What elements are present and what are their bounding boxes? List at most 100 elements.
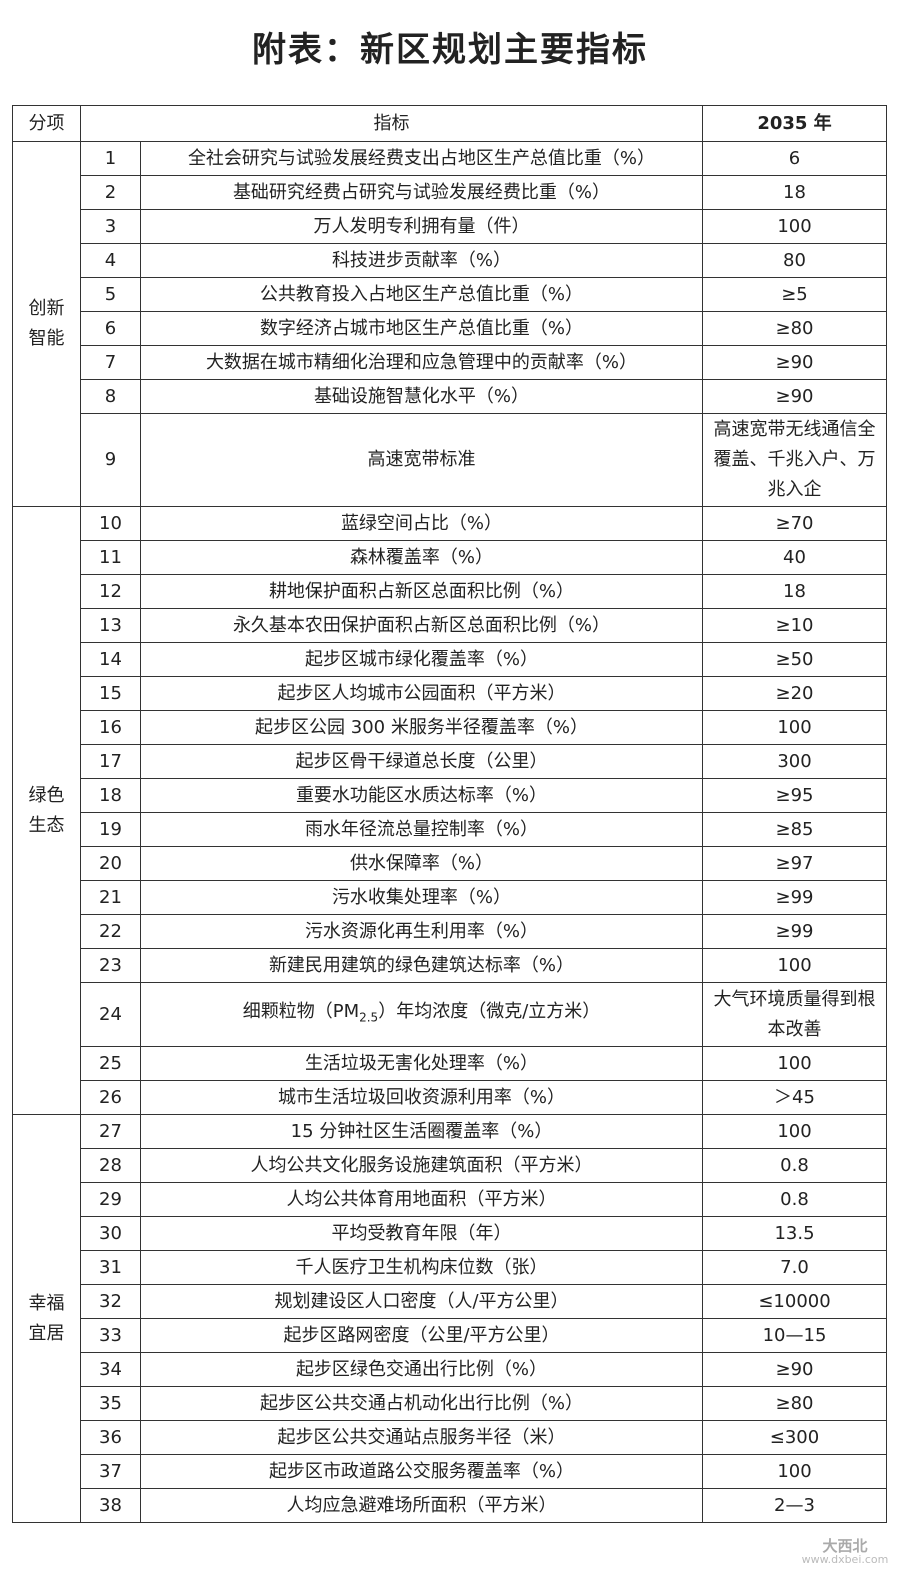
indicator-name: 人均公共文化服务设施建筑面积（平方米） [140, 1148, 703, 1183]
table-row: 32 规划建设区人口密度（人/平方公里） ≤10000 [13, 1284, 887, 1319]
indicator-name: 基础设施智慧化水平（%） [140, 379, 703, 414]
indicator-name: 城市生活垃圾回收资源利用率（%） [140, 1080, 703, 1115]
table-row: 25 生活垃圾无害化处理率（%） 100 [13, 1046, 887, 1081]
table-row: 37 起步区市政道路公交服务覆盖率（%） 100 [13, 1454, 887, 1489]
indicator-name: 供水保障率（%） [140, 846, 703, 881]
watermark-logo: 大西北 www.dxbei.com [800, 1537, 890, 1570]
indicator-name: 污水收集处理率（%） [140, 880, 703, 915]
indicator-name: 数字经济占城市地区生产总值比重（%） [140, 311, 703, 346]
row-number: 12 [80, 574, 141, 609]
table-row: 12 耕地保护面积占新区总面积比例（%） 18 [13, 574, 887, 609]
indicator-name: 全社会研究与试验发展经费支出占地区生产总值比重（%） [140, 141, 703, 176]
target-value: 18 [702, 175, 887, 210]
target-value: 大气环境质量得到根本改善 [702, 982, 887, 1047]
target-value: 100 [702, 209, 887, 244]
row-number: 14 [80, 642, 141, 677]
row-number: 33 [80, 1318, 141, 1353]
table-row: 19 雨水年径流总量控制率（%） ≥85 [13, 812, 887, 847]
target-value: 13.5 [702, 1216, 887, 1251]
indicator-name: 生活垃圾无害化处理率（%） [140, 1046, 703, 1081]
subscript: 2.5 [359, 1010, 379, 1025]
row-number: 32 [80, 1284, 141, 1319]
row-number: 34 [80, 1352, 141, 1387]
table-row: 18 重要水功能区水质达标率（%） ≥95 [13, 778, 887, 813]
table-row: 2 基础研究经费占研究与试验发展经费比重（%） 18 [13, 175, 887, 210]
table-row: 15 起步区人均城市公园面积（平方米） ≥20 [13, 676, 887, 711]
row-number: 37 [80, 1454, 141, 1489]
row-number: 27 [80, 1114, 141, 1149]
indicator-name: 高速宽带标准 [140, 413, 703, 507]
indicator-name: 大数据在城市精细化治理和应急管理中的贡献率（%） [140, 345, 703, 380]
target-value: ≥10 [702, 608, 887, 643]
indicator-name: 人均应急避难场所面积（平方米） [140, 1488, 703, 1523]
indicator-name: 重要水功能区水质达标率（%） [140, 778, 703, 813]
category-cell: 绿色 生态 [12, 506, 81, 1115]
target-value: ＞45 [702, 1080, 887, 1115]
target-value: ≥90 [702, 379, 887, 414]
row-number: 15 [80, 676, 141, 711]
table-row: 9 高速宽带标准 高速宽带无线通信全覆盖、千兆入户、万兆入企 [13, 413, 887, 507]
target-value: ≥80 [702, 311, 887, 346]
row-number: 25 [80, 1046, 141, 1081]
row-number: 26 [80, 1080, 141, 1115]
target-value: ≥97 [702, 846, 887, 881]
target-value: ≥95 [702, 778, 887, 813]
category-cell: 幸福 宜居 [12, 1114, 81, 1523]
row-number: 38 [80, 1488, 141, 1523]
table-row: 14 起步区城市绿化覆盖率（%） ≥50 [13, 642, 887, 677]
indicator-name: 规划建设区人口密度（人/平方公里） [140, 1284, 703, 1319]
indicator-name: 起步区公园 300 米服务半径覆盖率（%） [140, 710, 703, 745]
target-value: ≤300 [702, 1420, 887, 1455]
table-row: 17 起步区骨干绿道总长度（公里） 300 [13, 744, 887, 779]
table-header-row: 分项 指标 2035 年 [12, 105, 887, 142]
row-number: 16 [80, 710, 141, 745]
row-number: 23 [80, 948, 141, 983]
target-value: 7.0 [702, 1250, 887, 1285]
target-value: ≥5 [702, 277, 887, 312]
indicator-name: 千人医疗卫生机构床位数（张） [140, 1250, 703, 1285]
row-number: 3 [80, 209, 141, 244]
row-number: 17 [80, 744, 141, 779]
table-row: 4 科技进步贡献率（%） 80 [13, 243, 887, 278]
target-value: ≥50 [702, 642, 887, 677]
target-value: ≤10000 [702, 1284, 887, 1319]
target-value: ≥90 [702, 1352, 887, 1387]
row-number: 28 [80, 1148, 141, 1183]
target-value: ≥70 [702, 506, 887, 541]
header-year: 2035 年 [702, 105, 887, 142]
row-number: 30 [80, 1216, 141, 1251]
table-row: 35 起步区公共交通占机动化出行比例（%） ≥80 [13, 1386, 887, 1421]
row-number: 10 [80, 506, 141, 541]
row-number: 7 [80, 345, 141, 380]
target-value: 18 [702, 574, 887, 609]
row-number: 21 [80, 880, 141, 915]
indicator-name: 15 分钟社区生活圈覆盖率（%） [140, 1114, 703, 1149]
indicator-name: 万人发明专利拥有量（件） [140, 209, 703, 244]
indicator-name: 起步区绿色交通出行比例（%） [140, 1352, 703, 1387]
target-value: 10—15 [702, 1318, 887, 1353]
indicator-name: 耕地保护面积占新区总面积比例（%） [140, 574, 703, 609]
row-number: 35 [80, 1386, 141, 1421]
target-value: 100 [702, 1454, 887, 1489]
table-row: 21 污水收集处理率（%） ≥99 [13, 880, 887, 915]
table-row: 36 起步区公共交通站点服务半径（米） ≤300 [13, 1420, 887, 1455]
target-value: 2—3 [702, 1488, 887, 1523]
table-row: 30 平均受教育年限（年） 13.5 [13, 1216, 887, 1251]
table-row: 24 细颗粒物（PM2.5）年均浓度（微克/立方米） 大气环境质量得到根本改善 [13, 982, 887, 1047]
row-number: 5 [80, 277, 141, 312]
row-number: 6 [80, 311, 141, 346]
indicator-name: 平均受教育年限（年） [140, 1216, 703, 1251]
table-row: 7 大数据在城市精细化治理和应急管理中的贡献率（%） ≥90 [13, 345, 887, 380]
indicator-name: 蓝绿空间占比（%） [140, 506, 703, 541]
table-row: 33 起步区路网密度（公里/平方公里） 10—15 [13, 1318, 887, 1353]
target-value: 80 [702, 243, 887, 278]
indicator-name: 雨水年径流总量控制率（%） [140, 812, 703, 847]
row-number: 11 [80, 540, 141, 575]
target-value: 40 [702, 540, 887, 575]
table-row: 31 千人医疗卫生机构床位数（张） 7.0 [13, 1250, 887, 1285]
target-value: ≥85 [702, 812, 887, 847]
indicator-table: 分项 指标 2035 年 创新 智能 1 全社会研究与试验发展经费支出占地区生产总值… [12, 105, 887, 1523]
watermark-text: 大西北 [822, 1537, 868, 1555]
indicator-name: 起步区路网密度（公里/平方公里） [140, 1318, 703, 1353]
row-number: 9 [80, 413, 141, 507]
